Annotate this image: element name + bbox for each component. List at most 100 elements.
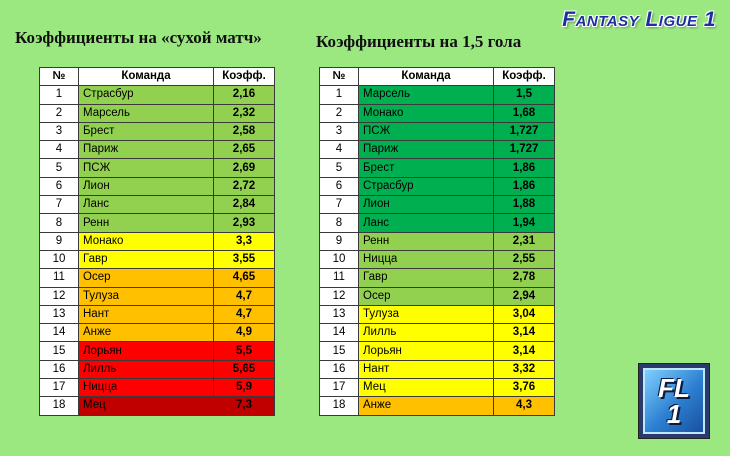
coef-value: 2,32 (213, 103, 275, 123)
team-name: Париж (78, 140, 214, 160)
row-number: 11 (319, 268, 359, 288)
team-name: Лилль (78, 359, 214, 380)
coef-value: 2,16 (213, 85, 275, 105)
team-name: Анже (358, 396, 494, 416)
coef-value: 3,76 (493, 378, 555, 398)
row-number: 1 (39, 85, 79, 105)
row-number: 8 (39, 213, 79, 233)
team-name: Брест (78, 121, 214, 142)
row-number: 6 (39, 176, 79, 197)
row-number: 14 (319, 323, 359, 343)
coef-value: 2,93 (213, 213, 275, 233)
clean-sheet-odds-table: № Команда Коэфф. 1 Страсбур 2,16 2 Марсель 2,… (39, 66, 275, 416)
row-number: 8 (319, 213, 359, 233)
row-number: 10 (319, 249, 359, 270)
coef-value: 5,65 (213, 359, 275, 380)
brand-title: Fantasy Ligue 1 (562, 8, 716, 31)
row-number: 5 (39, 158, 79, 178)
team-name: Брест (358, 158, 494, 178)
row-number: 12 (319, 286, 359, 306)
table-row: 5 ПСЖ 2,69 (39, 158, 275, 178)
table-row: 18 Мец 7,3 (39, 396, 275, 416)
team-name: Нант (78, 304, 214, 325)
row-number: 15 (319, 341, 359, 361)
table-row: 2 Монако 1,68 (319, 103, 555, 123)
table-row: 7 Лион 1,88 (319, 195, 555, 215)
right-table-title: Коэффициенты на 1,5 гола (316, 32, 522, 51)
table-row: 16 Нант 3,32 (319, 359, 555, 380)
left-table-body: 1 Страсбур 2,16 2 Марсель 2,32 3 Брест 2,58 4 Пари… (39, 85, 275, 416)
team-name: Лион (358, 195, 494, 215)
team-name: Ренн (358, 231, 494, 251)
row-number: 14 (39, 323, 79, 343)
row-number: 1 (319, 85, 359, 105)
coef-value: 7,3 (213, 396, 275, 416)
header-number: № (319, 66, 359, 87)
row-number: 11 (39, 268, 79, 288)
table-row: 12 Осер 2,94 (319, 286, 555, 306)
table-row: 7 Ланс 2,84 (39, 195, 275, 215)
row-number: 13 (39, 304, 79, 325)
table-row: 3 Брест 2,58 (39, 121, 275, 142)
table-row: 14 Лилль 3,14 (319, 323, 555, 343)
team-name: Нант (358, 359, 494, 380)
row-number: 4 (39, 140, 79, 160)
team-name: Париж (358, 140, 494, 160)
table-row: 3 ПСЖ 1,727 (319, 121, 555, 142)
team-name: Лорьян (358, 341, 494, 361)
team-name: Осер (358, 286, 494, 306)
table-row: 11 Гавр 2,78 (319, 268, 555, 288)
coef-value: 1,727 (493, 121, 555, 142)
table-row: 10 Гавр 3,55 (39, 249, 275, 270)
header-coef: Коэфф. (213, 66, 275, 87)
header-number: № (39, 66, 79, 87)
coef-value: 5,9 (213, 378, 275, 398)
table-row: 8 Ренн 2,93 (39, 213, 275, 233)
table-row: 17 Ницца 5,9 (39, 378, 275, 398)
coef-value: 4,7 (213, 286, 275, 306)
row-number: 15 (39, 341, 79, 361)
table-row: 16 Лилль 5,65 (39, 359, 275, 380)
coef-value: 1,88 (493, 195, 555, 215)
team-name: Ницца (78, 378, 214, 398)
row-number: 7 (319, 195, 359, 215)
team-name: Гавр (78, 249, 214, 270)
team-name: Мец (358, 378, 494, 398)
team-name: Лилль (358, 323, 494, 343)
table-row: 4 Париж 1,727 (319, 140, 555, 160)
team-name: ПСЖ (78, 158, 214, 178)
coef-value: 3,14 (493, 341, 555, 361)
table-header-row: № Команда Коэфф. (39, 66, 275, 87)
row-number: 17 (319, 378, 359, 398)
coef-value: 4,3 (493, 396, 555, 416)
row-number: 12 (39, 286, 79, 306)
row-number: 16 (39, 359, 79, 380)
coef-value: 2,55 (493, 249, 555, 270)
table-row: 17 Мец 3,76 (319, 378, 555, 398)
team-name: Марсель (78, 103, 214, 123)
team-name: Ницца (358, 249, 494, 270)
coef-value: 2,65 (213, 140, 275, 160)
coef-value: 3,14 (493, 323, 555, 343)
team-name: Осер (78, 268, 214, 288)
team-name: ПСЖ (358, 121, 494, 142)
row-number: 4 (319, 140, 359, 160)
team-name: Тулуза (78, 286, 214, 306)
coef-value: 2,78 (493, 268, 555, 288)
team-name: Ланс (358, 213, 494, 233)
table-row: 1 Марсель 1,5 (319, 85, 555, 105)
table-row: 9 Ренн 2,31 (319, 231, 555, 251)
row-number: 6 (319, 176, 359, 197)
coef-value: 2,94 (493, 286, 555, 306)
coef-value: 1,86 (493, 176, 555, 197)
coef-value: 2,84 (213, 195, 275, 215)
table-row: 10 Ницца 2,55 (319, 249, 555, 270)
table-row: 9 Монако 3,3 (39, 231, 275, 251)
team-name: Лион (78, 176, 214, 197)
row-number: 16 (319, 359, 359, 380)
row-number: 18 (39, 396, 79, 416)
team-name: Марсель (358, 85, 494, 105)
table-row: 2 Марсель 2,32 (39, 103, 275, 123)
right-table-body: 1 Марсель 1,5 2 Монако 1,68 3 ПСЖ 1,727 4 Париж 1,7… (319, 85, 555, 416)
coef-value: 4,65 (213, 268, 275, 288)
